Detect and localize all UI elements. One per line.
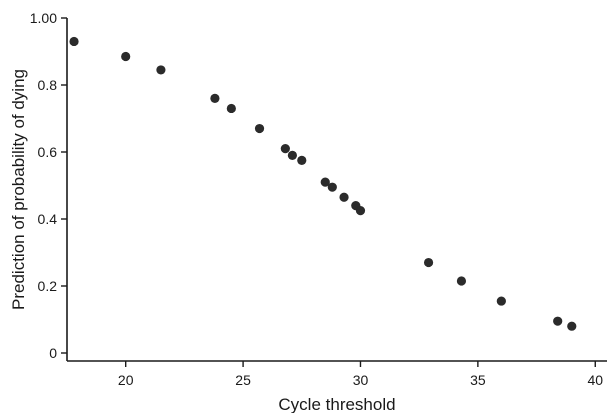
data-point [280, 144, 290, 154]
x-axis-title: Cycle threshold [278, 395, 395, 413]
x-tick-label: 25 [235, 372, 251, 388]
data-point [553, 316, 563, 326]
data-point [226, 103, 236, 114]
x-tick-label: 30 [353, 372, 369, 388]
y-tick-label: 0.6 [38, 144, 58, 160]
data-point [320, 177, 330, 187]
axes [66, 18, 607, 362]
data-points [69, 36, 577, 331]
x-tick-label: 20 [118, 372, 134, 388]
y-tick-label: 0.8 [38, 77, 58, 93]
data-point [69, 36, 79, 47]
y-axis-title: Prediction of probability of dying [9, 69, 28, 310]
data-point [121, 51, 131, 62]
y-tick-label: 0 [49, 345, 57, 361]
x-tick-label: 40 [587, 372, 603, 388]
y-axis-ticks: 0 0.2 0.4 0.6 0.8 1.00 [30, 10, 67, 361]
data-point [254, 123, 265, 134]
data-point [156, 65, 166, 75]
data-point [327, 182, 337, 192]
data-point [339, 192, 349, 202]
x-axis-ticks: 20 25 30 35 40 [118, 361, 603, 388]
y-tick-label: 1.00 [30, 10, 57, 26]
data-point [297, 155, 307, 165]
data-point [423, 257, 434, 268]
data-point [456, 276, 467, 286]
x-tick-label: 35 [470, 372, 486, 388]
data-point [496, 296, 506, 306]
data-point [210, 93, 220, 103]
data-point [287, 150, 297, 160]
data-point [567, 321, 577, 331]
y-tick-label: 0.4 [38, 211, 58, 227]
data-point [355, 206, 366, 216]
y-tick-label: 0.2 [38, 278, 58, 294]
